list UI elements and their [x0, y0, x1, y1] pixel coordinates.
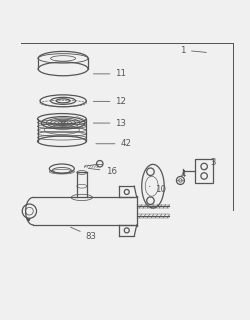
Text: 42: 42: [96, 139, 131, 148]
Text: 10: 10: [148, 186, 166, 195]
Text: 12: 12: [93, 97, 126, 106]
Text: 11: 11: [93, 69, 126, 78]
Text: 4: 4: [180, 171, 185, 180]
Text: 3: 3: [204, 158, 215, 169]
Text: 1: 1: [180, 46, 206, 55]
Bar: [194, 159, 212, 183]
Text: 83: 83: [70, 227, 96, 241]
Text: 13: 13: [93, 118, 126, 128]
Text: 16: 16: [88, 167, 116, 176]
